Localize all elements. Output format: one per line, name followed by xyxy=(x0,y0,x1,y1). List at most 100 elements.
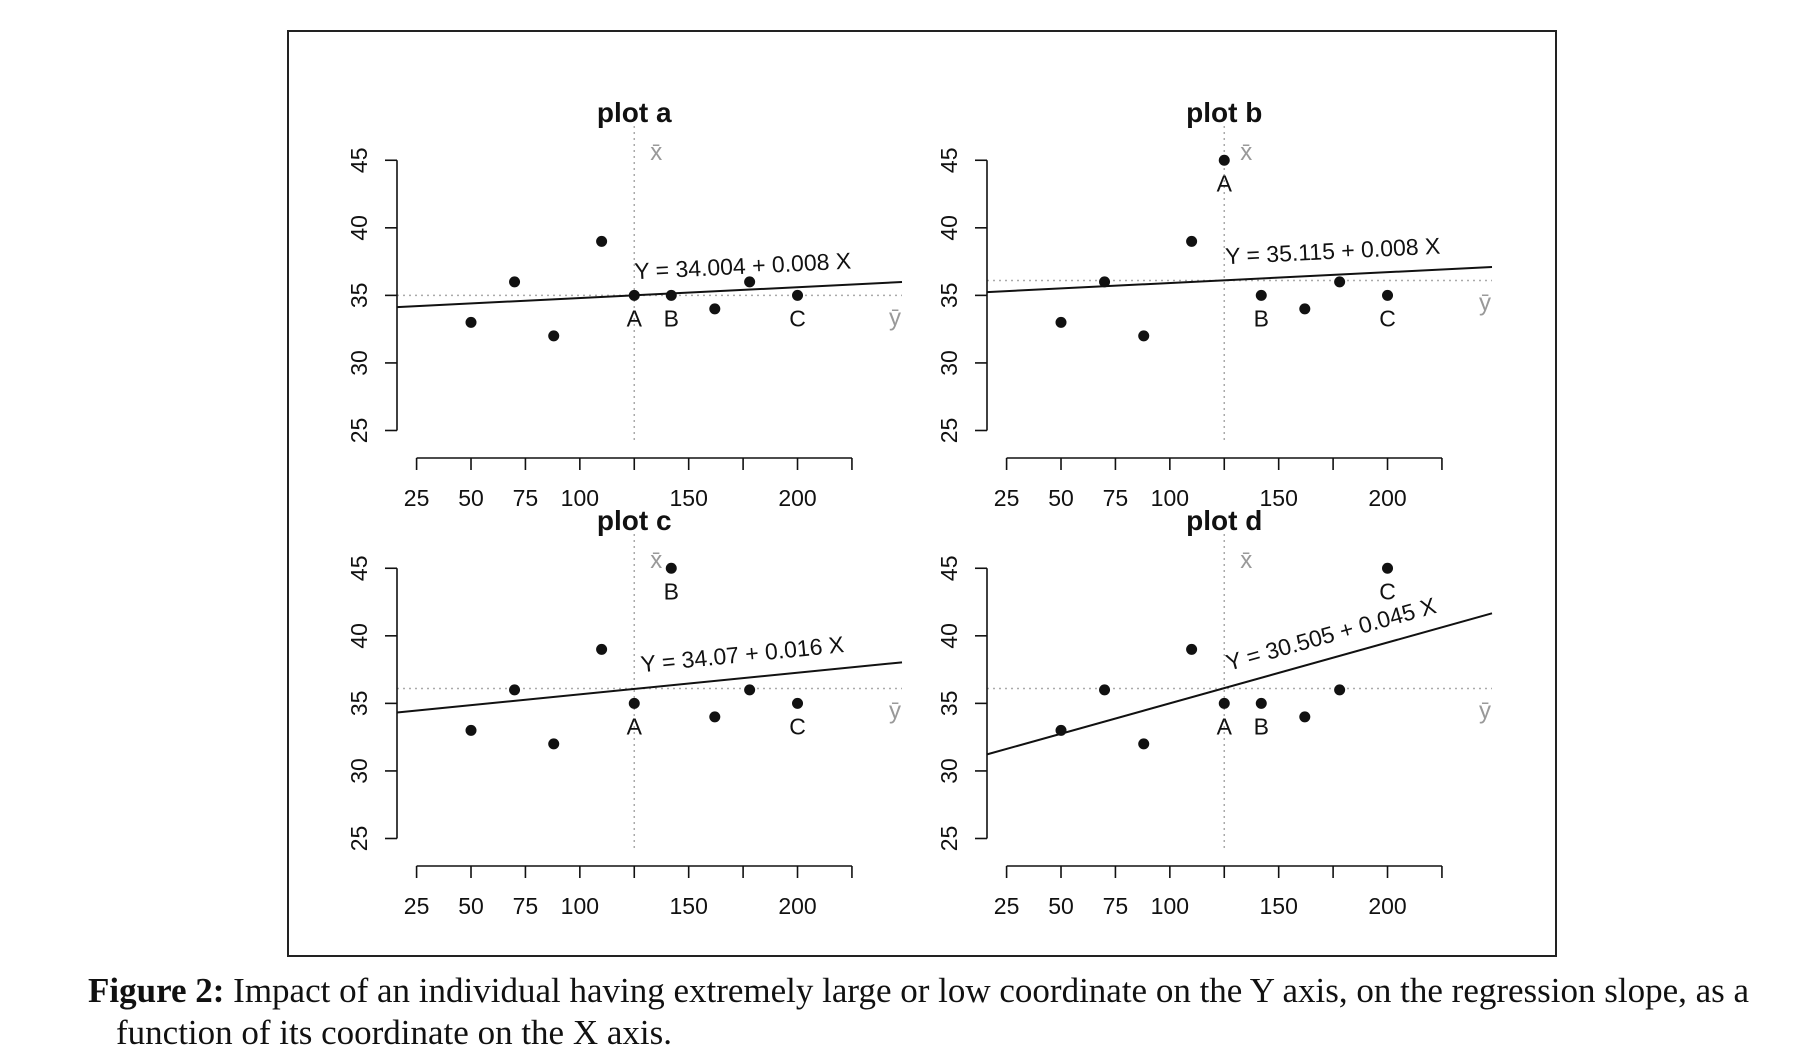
y-tick-label: 45 xyxy=(936,147,962,173)
data-point xyxy=(1055,316,1067,328)
data-point xyxy=(1382,289,1394,301)
y-tick-label: 30 xyxy=(936,758,962,784)
x-tick-label: 25 xyxy=(994,893,1020,919)
x-tick-label: 200 xyxy=(1368,893,1406,919)
caption-label: Figure 2: xyxy=(88,971,225,1010)
y-tick-label: 35 xyxy=(346,691,372,717)
caption-text-line2: function of its coordinate on the X axis… xyxy=(116,1013,672,1052)
xbar-label: x̄ xyxy=(1240,139,1252,166)
y-tick-label: 30 xyxy=(936,350,962,376)
point-label-a: A xyxy=(1217,713,1233,739)
data-point xyxy=(1255,289,1267,301)
x-tick-label: 75 xyxy=(513,485,539,511)
point-label-c: C xyxy=(1379,578,1396,604)
x-tick-label: 150 xyxy=(669,893,707,919)
y-tick-label: 40 xyxy=(346,623,372,649)
data-point xyxy=(1138,738,1150,750)
data-point xyxy=(509,276,521,288)
data-point xyxy=(596,235,608,247)
data-point xyxy=(792,697,804,709)
x-tick-label: 50 xyxy=(1048,485,1074,511)
x-tick-label: 150 xyxy=(1259,485,1297,511)
x-tick-label: 50 xyxy=(1048,893,1074,919)
data-point xyxy=(1334,684,1346,696)
ybar-label: ȳ xyxy=(1479,290,1491,317)
x-tick-label: 50 xyxy=(458,485,484,511)
data-point xyxy=(1186,643,1198,655)
caption-text-line1: Impact of an individual having extremely… xyxy=(233,971,1750,1010)
data-point xyxy=(628,697,640,709)
point-label-a: A xyxy=(627,713,643,739)
data-point xyxy=(1334,276,1346,288)
data-point xyxy=(1186,235,1198,247)
x-tick-label: 100 xyxy=(1151,485,1189,511)
x-tick-label: 25 xyxy=(404,485,430,511)
x-tick-label: 25 xyxy=(404,893,430,919)
data-point xyxy=(709,711,721,723)
y-tick-label: 45 xyxy=(346,555,372,581)
x-tick-label: 200 xyxy=(778,485,816,511)
point-label-b: B xyxy=(664,305,679,331)
data-point xyxy=(1055,724,1067,736)
y-tick-label: 35 xyxy=(346,283,372,309)
data-point xyxy=(1099,276,1111,288)
regression-line xyxy=(986,266,1493,294)
data-point xyxy=(1218,697,1230,709)
x-tick-label: 200 xyxy=(1368,485,1406,511)
data-point xyxy=(1099,684,1111,696)
point-label-c: C xyxy=(1379,305,1396,331)
point-label-b: B xyxy=(664,578,679,604)
plot-title: plot c xyxy=(597,505,672,536)
data-point xyxy=(548,330,560,342)
y-tick-label: 30 xyxy=(346,350,372,376)
regression-line xyxy=(396,281,903,309)
data-point xyxy=(1382,562,1394,574)
x-tick-label: 100 xyxy=(1151,893,1189,919)
ybar-label: ȳ xyxy=(1479,698,1491,725)
y-tick-label: 40 xyxy=(936,623,962,649)
y-tick-label: 35 xyxy=(936,691,962,717)
data-point xyxy=(1255,697,1267,709)
ybar-label: ȳ xyxy=(889,304,901,331)
regression-line xyxy=(986,612,1493,756)
xbar-label: x̄ xyxy=(1240,547,1252,574)
ybar-label: ȳ xyxy=(889,698,901,725)
y-tick-label: 25 xyxy=(936,826,962,852)
regression-line xyxy=(396,661,903,714)
x-tick-label: 75 xyxy=(513,893,539,919)
plot-title: plot b xyxy=(1186,97,1262,128)
data-point xyxy=(792,289,804,301)
x-tick-label: 50 xyxy=(458,893,484,919)
x-tick-label: 25 xyxy=(994,485,1020,511)
point-label-a: A xyxy=(627,305,643,331)
y-tick-label: 25 xyxy=(936,418,962,444)
x-tick-label: 200 xyxy=(778,893,816,919)
y-tick-label: 25 xyxy=(346,826,372,852)
plot-title: plot d xyxy=(1186,505,1262,536)
point-label-b: B xyxy=(1254,713,1269,739)
x-tick-label: 75 xyxy=(1103,485,1129,511)
y-tick-label: 40 xyxy=(936,215,962,241)
data-point xyxy=(628,289,640,301)
data-point xyxy=(665,562,677,574)
data-point xyxy=(548,738,560,750)
y-tick-label: 40 xyxy=(346,215,372,241)
data-point xyxy=(596,643,608,655)
y-tick-label: 45 xyxy=(346,147,372,173)
point-label-a: A xyxy=(1217,170,1233,196)
figure-frame xyxy=(287,30,1557,957)
x-tick-label: 100 xyxy=(561,893,599,919)
data-point xyxy=(665,289,677,301)
xbar-label: x̄ xyxy=(650,139,662,166)
data-point xyxy=(709,303,721,315)
xbar-label: x̄ xyxy=(650,547,662,574)
x-tick-label: 75 xyxy=(1103,893,1129,919)
y-tick-label: 45 xyxy=(936,555,962,581)
figure-caption: Figure 2: Impact of an individual having… xyxy=(88,970,1768,1054)
data-point xyxy=(509,684,521,696)
plot-title: plot a xyxy=(597,97,672,128)
data-point xyxy=(1218,154,1230,166)
data-point xyxy=(465,724,477,736)
